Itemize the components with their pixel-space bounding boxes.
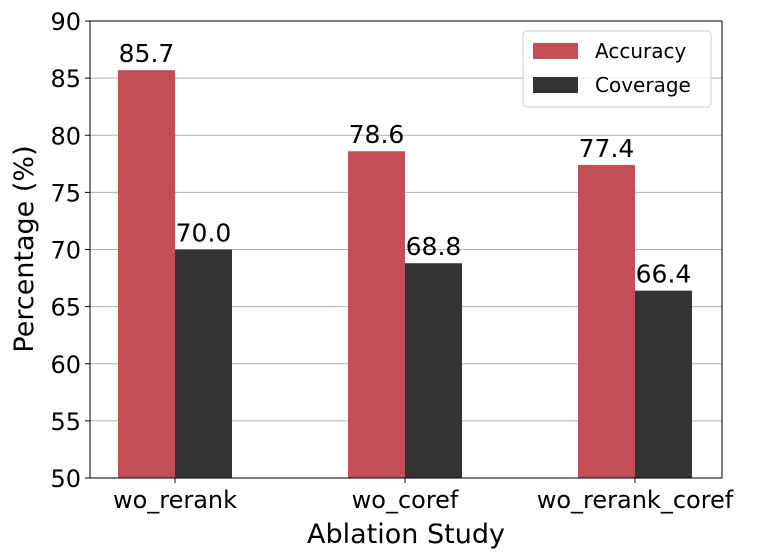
legend-swatch-coverage	[533, 77, 578, 93]
legend: Accuracy Coverage	[522, 30, 712, 108]
y-tick-label: 75	[50, 179, 81, 207]
y-tick-label: 50	[50, 465, 81, 493]
legend-swatch-accuracy	[533, 43, 578, 59]
data-label: 78.6	[349, 120, 405, 149]
data-label: 85.7	[119, 39, 175, 68]
y-axis-title: Percentage (%)	[9, 145, 40, 352]
bar-accuracy-wo-rerank-coref	[578, 164, 635, 478]
bar-accuracy-wo-rerank	[118, 70, 175, 478]
y-tick-label: 60	[50, 351, 81, 379]
bar-coverage-wo-coref	[405, 263, 462, 478]
y-tick-label: 90	[50, 8, 81, 36]
bar-coverage-wo-rerank	[175, 249, 232, 478]
y-axis-ticks: 50 55 60 65 70 75 80 85 90	[50, 8, 90, 493]
y-tick-label: 65	[50, 294, 81, 322]
x-axis-ticks: wo_rerank wo_coref wo_rerank_coref	[113, 478, 734, 514]
data-label: 77.4	[579, 134, 635, 163]
x-axis-title: Ablation Study	[307, 519, 505, 550]
data-label: 70.0	[176, 219, 232, 248]
x-tick-label: wo_coref	[352, 486, 459, 514]
data-labels: 85.7 70.0 78.6 68.8 77.4 66.4	[119, 39, 692, 289]
bar-accuracy-wo-coref	[348, 151, 405, 478]
x-tick-label: wo_rerank	[113, 486, 237, 514]
bar-coverage-wo-rerank-coref	[635, 290, 692, 478]
legend-label-accuracy: Accuracy	[595, 39, 686, 63]
y-tick-label: 55	[50, 408, 81, 436]
y-tick-label: 70	[50, 237, 81, 265]
data-label: 66.4	[636, 260, 692, 289]
y-tick-label: 85	[50, 65, 81, 93]
bars	[118, 70, 692, 478]
y-tick-label: 80	[50, 122, 81, 150]
data-label: 68.8	[406, 232, 462, 261]
legend-label-coverage: Coverage	[595, 73, 691, 97]
x-tick-label: wo_rerank_coref	[537, 486, 734, 514]
